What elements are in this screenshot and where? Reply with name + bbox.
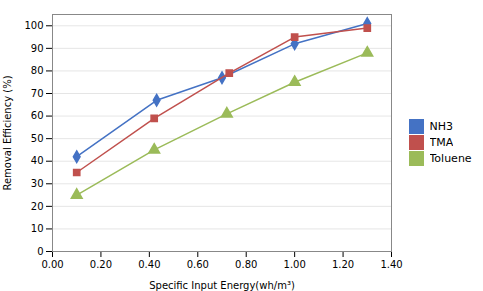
svg-text:10: 10 (31, 223, 44, 234)
svg-text:0: 0 (37, 246, 43, 257)
html-text:NH3: NH3 (429, 119, 453, 133)
svg-text:80: 80 (31, 65, 44, 76)
svg-text:0.20: 0.20 (90, 259, 112, 270)
svg-text:1.40: 1.40 (380, 259, 402, 270)
svg-text:0.00: 0.00 (41, 259, 63, 270)
svg-text:0.80: 0.80 (235, 259, 257, 270)
svg-text:Removal Efficiency (%): Removal Efficiency (%) (2, 75, 13, 190)
svg-text:70: 70 (31, 88, 44, 99)
svg-text:Specific Input Energy(wh/m³): Specific Input Energy(wh/m³) (149, 280, 295, 291)
html-text:TMA: TMA (429, 135, 454, 149)
svg-text:90: 90 (31, 43, 44, 54)
svg-text:40: 40 (31, 155, 44, 166)
html-text:Toluene: Toluene (429, 151, 472, 165)
svg-text:0.40: 0.40 (138, 259, 160, 270)
svg-text:50: 50 (31, 133, 44, 144)
svg-text:100: 100 (24, 20, 43, 31)
svg-text:20: 20 (31, 201, 44, 212)
svg-text:30: 30 (31, 178, 44, 189)
svg-text:1.20: 1.20 (332, 259, 354, 270)
svg-text:1.00: 1.00 (284, 259, 306, 270)
svg-text:60: 60 (31, 110, 44, 121)
svg-text:0.60: 0.60 (187, 259, 209, 270)
